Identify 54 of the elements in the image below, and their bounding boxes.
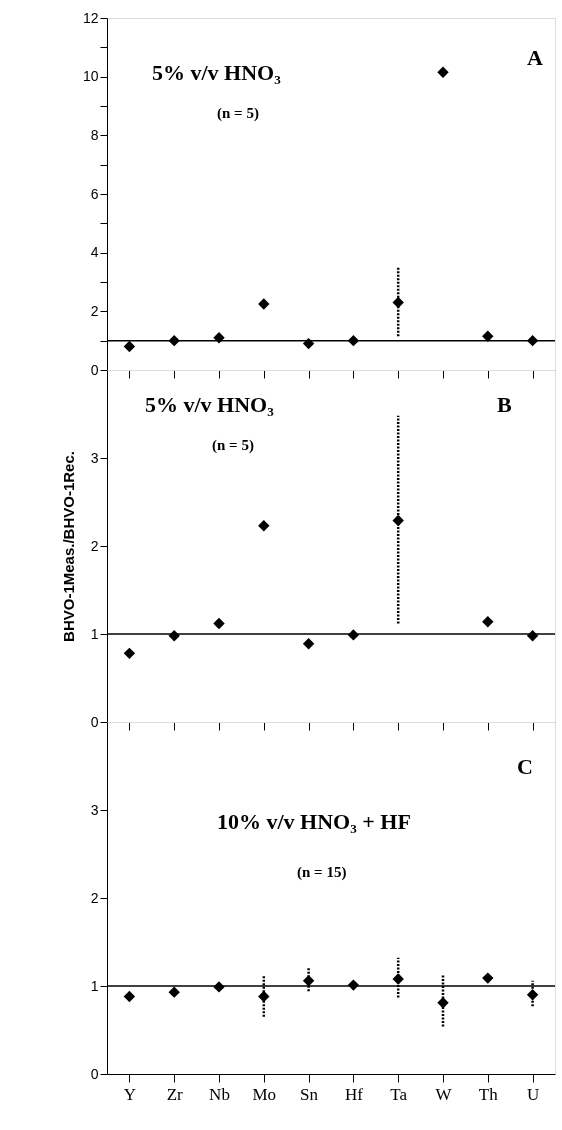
x-tick-label: Sn: [300, 1084, 319, 1104]
y-tick-label: 0: [90, 713, 99, 730]
point: [302, 975, 315, 987]
x-tick-label: Y: [123, 1084, 137, 1104]
point: [302, 637, 315, 650]
point: [123, 340, 136, 353]
point: [482, 330, 494, 342]
y-tick-label: 2: [90, 889, 99, 906]
y-tick-label: 2: [90, 302, 99, 319]
y-tick-label: 0: [90, 361, 99, 378]
y-tick-label: 3: [90, 449, 99, 466]
y-tick-label: 8: [90, 126, 99, 143]
point: [437, 997, 449, 1009]
annotation: C: [517, 754, 533, 779]
annotation: 10% v/v HNO₃ + HF: [217, 809, 411, 834]
annotation: 5% v/v HNO₃: [152, 60, 282, 85]
annotation: (n = 5): [217, 105, 259, 122]
annotation: 5% v/v HNO₃: [145, 392, 275, 417]
y-axis-title: BHVO-1Meas./BHVO-1Rec.: [59, 451, 77, 642]
annotation: A: [527, 45, 543, 70]
point: [392, 514, 404, 527]
y-tick-label: 12: [82, 9, 99, 26]
point: [482, 972, 494, 984]
point: [437, 66, 449, 78]
point: [258, 520, 270, 532]
point: [168, 986, 180, 998]
x-tick-label: Mo: [252, 1084, 277, 1104]
point: [392, 296, 404, 309]
y-tick-label: 1: [90, 977, 99, 994]
y-tick-label: 4: [90, 244, 99, 261]
x-tick-label: Th: [478, 1084, 499, 1104]
y-tick-label: 0: [90, 1065, 99, 1082]
x-tick-label: U: [526, 1084, 540, 1104]
y-tick-label: 1: [90, 625, 99, 642]
y-tick-label: 2: [90, 537, 99, 554]
point: [213, 617, 225, 630]
annotation: B: [497, 392, 512, 417]
point: [123, 647, 136, 660]
x-tick-label: Zr: [166, 1084, 184, 1104]
point: [482, 615, 494, 628]
x-tick-label: W: [435, 1084, 453, 1104]
point: [526, 989, 539, 1001]
y-tick-label: 6: [90, 185, 99, 202]
y-tick-label: 10: [82, 68, 99, 85]
point: [123, 990, 136, 1003]
y-tick-label: 3: [90, 801, 99, 818]
x-tick-label: Nb: [209, 1084, 230, 1104]
point: [392, 973, 404, 985]
x-tick-label: Hf: [344, 1084, 364, 1104]
x-tick-label: Ta: [390, 1084, 408, 1104]
annotation: (n = 5): [212, 437, 254, 454]
annotation: (n = 15): [297, 864, 347, 881]
point: [258, 990, 270, 1003]
point: [258, 298, 270, 310]
